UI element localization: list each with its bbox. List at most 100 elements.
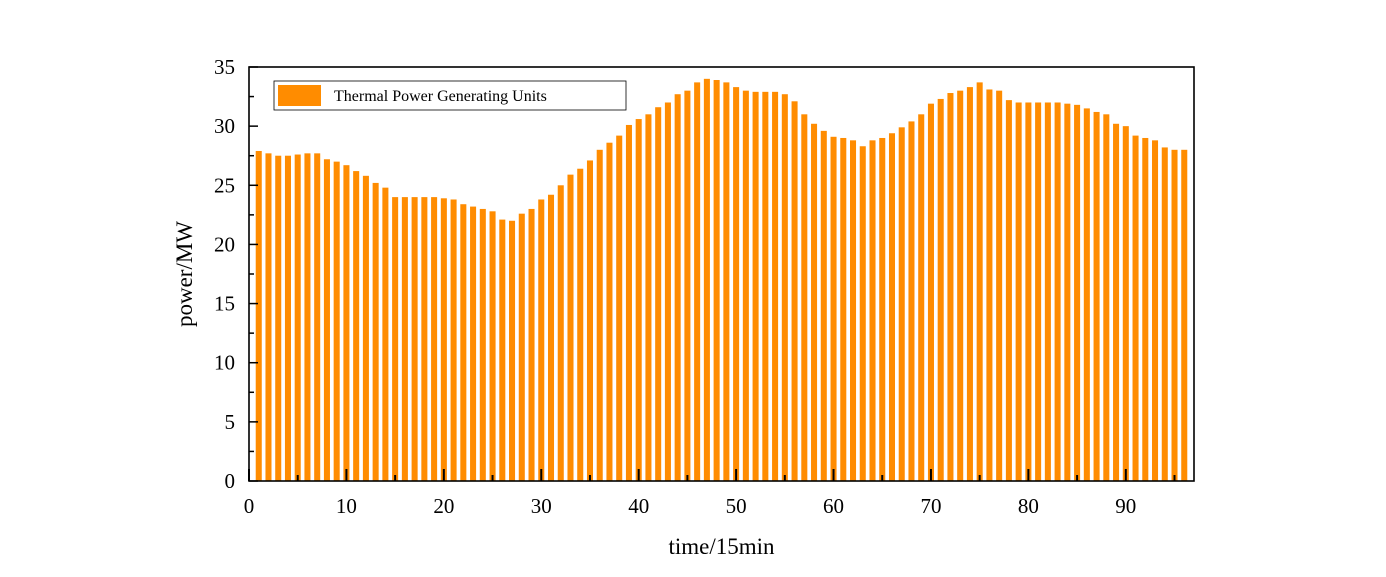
bar <box>1181 149 1188 482</box>
bar <box>859 146 866 481</box>
bar <box>392 197 399 482</box>
bar <box>703 78 710 481</box>
bar <box>986 89 993 481</box>
bar <box>908 121 915 481</box>
bar <box>440 198 447 482</box>
bar <box>470 206 477 481</box>
bar <box>1171 149 1178 482</box>
bar <box>742 90 749 481</box>
bar <box>674 94 681 482</box>
bar <box>499 219 506 481</box>
bar <box>538 199 545 482</box>
bar <box>265 153 272 481</box>
x-tick-label: 80 <box>1018 494 1039 518</box>
bar <box>888 133 896 482</box>
x-tick-label: 30 <box>531 494 552 518</box>
bar <box>596 149 603 482</box>
bar <box>918 114 925 481</box>
bar <box>1035 102 1042 482</box>
bar <box>1142 137 1149 481</box>
bar <box>284 155 291 481</box>
bar <box>421 197 428 482</box>
x-tick-label: 10 <box>336 494 357 518</box>
bar <box>333 161 340 481</box>
bar <box>713 80 720 481</box>
bar <box>372 182 379 482</box>
legend-box <box>273 80 627 111</box>
x-axis-title: time/15min <box>668 534 775 559</box>
bar <box>927 103 934 482</box>
bar <box>509 220 516 481</box>
y-tick-label: 0 <box>225 469 236 493</box>
bar <box>1025 102 1032 482</box>
y-tick-label: 15 <box>214 292 235 316</box>
bar <box>1064 103 1071 482</box>
x-tick-label: 70 <box>920 494 941 518</box>
bar <box>947 93 954 482</box>
bar <box>362 175 369 481</box>
bar <box>1132 135 1139 482</box>
bar <box>479 208 486 481</box>
legend-label: Thermal Power Generating Units <box>334 88 547 105</box>
bar <box>275 155 282 481</box>
bar <box>586 160 593 481</box>
bar <box>752 91 759 481</box>
x-tick-label: 20 <box>433 494 454 518</box>
legend[interactable]: Thermal Power Generating Units <box>273 80 627 111</box>
bar <box>664 102 671 482</box>
bar <box>460 204 467 481</box>
bar <box>655 107 662 481</box>
bar <box>694 82 701 481</box>
bar <box>343 165 350 481</box>
bar <box>830 136 837 482</box>
plot-frame <box>248 66 1195 482</box>
bar <box>518 213 525 482</box>
bar <box>957 90 964 481</box>
bar-series <box>255 78 1188 482</box>
bar <box>772 91 779 481</box>
bar <box>840 137 847 481</box>
y-axis-ticks: 0 5 10 15 20 25 30 35 <box>214 55 258 493</box>
bar <box>606 142 613 481</box>
bar <box>996 90 1003 481</box>
bar <box>1103 114 1110 481</box>
x-tick-label: 50 <box>726 494 747 518</box>
bar <box>1044 102 1051 482</box>
bar <box>294 154 301 481</box>
bar <box>489 211 496 481</box>
bar <box>1005 100 1012 482</box>
bar <box>450 199 457 482</box>
bar <box>869 140 876 481</box>
bar <box>635 119 642 482</box>
bar <box>557 185 564 482</box>
x-tick-label: 90 <box>1115 494 1136 518</box>
bar <box>1054 102 1061 482</box>
bar <box>401 197 408 482</box>
legend-swatch <box>278 85 321 106</box>
bar <box>850 140 857 481</box>
bar <box>1093 111 1100 481</box>
bar <box>567 174 574 481</box>
bar <box>353 171 360 481</box>
bar <box>1152 140 1159 481</box>
bar <box>547 194 555 481</box>
bar <box>382 187 389 481</box>
bar <box>1074 104 1081 481</box>
bar <box>733 87 740 482</box>
bar <box>1083 108 1090 482</box>
bar <box>723 82 730 481</box>
bar <box>801 114 808 481</box>
bar <box>411 197 418 482</box>
bar <box>1161 147 1168 481</box>
y-tick-label: 35 <box>214 55 235 79</box>
bar <box>304 153 311 481</box>
bar <box>937 98 944 481</box>
bar <box>323 159 330 481</box>
bar <box>791 101 798 482</box>
y-tick-label: 5 <box>225 410 236 434</box>
bar <box>1015 102 1022 482</box>
y-tick-label: 10 <box>214 351 235 375</box>
x-tick-label: 40 <box>628 494 649 518</box>
y-axis-title: power/MW <box>172 221 197 327</box>
